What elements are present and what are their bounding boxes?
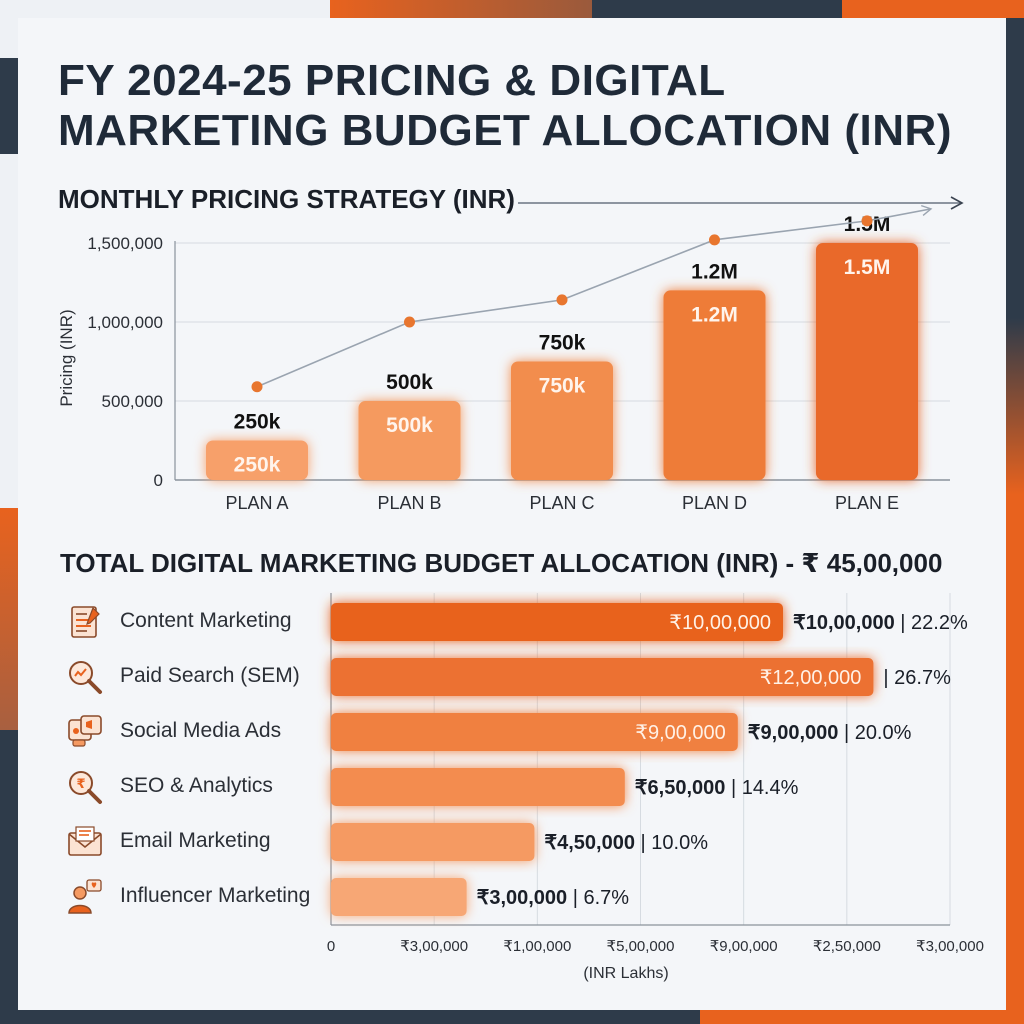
bar-value-label: 500k	[386, 371, 433, 394]
price-bar	[816, 243, 918, 480]
bar-amount: ₹4,50,000	[544, 832, 640, 854]
trend-point	[404, 316, 415, 328]
x-tick-label: ₹5,00,000	[607, 938, 675, 955]
corner-accent-top-orange	[330, 0, 592, 18]
budget-category-label: Content Marketing	[120, 609, 292, 632]
pricing-chart-title: MONTHLY PRICING STRATEGY (INR)	[58, 184, 515, 214]
y-tick-label: 500,000	[102, 392, 163, 411]
price-bar	[511, 361, 613, 480]
trend-point	[861, 215, 873, 227]
influencer-person-icon	[65, 877, 105, 917]
bar-percent: | 14.4%	[731, 777, 799, 799]
bar-value-label: | 26.7%	[883, 667, 951, 689]
x-tick-label: PLAN E	[835, 493, 899, 513]
social-media-icon	[65, 712, 105, 752]
x-tick-label: PLAN D	[682, 493, 747, 513]
bar-value-label: 1.2M	[691, 260, 738, 283]
bar-percent: | 22.2%	[900, 612, 968, 634]
bottom-accent-orange	[700, 1010, 1024, 1024]
rupee-search-icon: ₹	[65, 767, 105, 807]
x-tick-label: ₹2,50,000	[813, 938, 881, 955]
bar-amount: ₹3,00,000	[477, 887, 573, 909]
budget-bar	[331, 823, 535, 861]
side-accent-left-orange	[0, 508, 18, 730]
bar-inner-label: ₹9,00,000	[635, 722, 726, 744]
price-bar	[206, 440, 308, 480]
price-bar	[358, 401, 461, 480]
x-tick-label: PLAN C	[529, 493, 594, 513]
bar-value-label: 750k	[539, 332, 586, 355]
svg-text:₹: ₹	[76, 777, 85, 792]
budget-bar	[331, 713, 738, 751]
corner-accent-top-navy	[592, 0, 842, 18]
bar-amount: ₹6,50,000	[635, 777, 731, 799]
y-tick-label: 1,000,000	[87, 313, 163, 332]
budget-chart-title: TOTAL DIGITAL MARKETING BUDGET ALLOCATIO…	[60, 548, 943, 578]
budget-bar	[331, 768, 625, 806]
bar-amount: ₹9,00,000	[748, 722, 844, 744]
bar-inner-label: ₹10,00,000	[669, 612, 771, 634]
side-accent-right-orange	[1006, 318, 1024, 1024]
bar-percent: | 6.7%	[573, 887, 630, 909]
x-tick-label: PLAN A	[225, 493, 288, 513]
x-tick-label: ₹1,00,000	[503, 938, 571, 955]
budget-category-label: Social Media Ads	[120, 719, 282, 742]
x-axis-label: (INR Lakhs)	[583, 965, 668, 982]
bar-value-label: ₹10,00,000 | 22.2%	[793, 612, 968, 634]
x-tick-label: ₹3,00,000	[916, 938, 984, 955]
email-envelope-icon	[65, 822, 105, 862]
trend-point	[709, 234, 720, 246]
trend-point	[556, 294, 568, 306]
x-tick-label: PLAN B	[377, 493, 441, 513]
bar-inner-label: 500k	[386, 414, 433, 437]
bar-value-label: 250k	[234, 411, 281, 434]
budget-category-label: Paid Search (SEM)	[120, 664, 300, 687]
bar-inner-label: ₹12,00,000	[760, 667, 862, 689]
search-analytics-icon	[65, 657, 105, 697]
bar-inner-label: 750k	[539, 375, 586, 398]
bar-inner-label: 1.2M	[691, 303, 738, 326]
x-tick-label: ₹3,00,000	[400, 938, 468, 955]
budget-bar	[331, 878, 467, 916]
bottom-accent-navy	[0, 1010, 700, 1024]
budget-bar	[331, 603, 783, 641]
y-tick-label: 0	[154, 471, 163, 490]
y-axis-label: Pricing (INR)	[57, 309, 76, 406]
budget-category-label: Influencer Marketing	[120, 884, 311, 907]
bar-value-label: ₹3,00,000 | 6.7%	[477, 887, 630, 909]
budget-category-label: Email Marketing	[120, 829, 271, 852]
bar-inner-label: 1.5M	[844, 256, 891, 279]
trend-line-arrow	[866, 204, 933, 222]
content-document-icon	[65, 602, 105, 642]
x-tick-label: ₹9,00,000	[710, 938, 778, 955]
x-tick-label: 0	[327, 938, 335, 955]
corner-accent-left-navy	[0, 58, 18, 154]
y-tick-label: 1,500,000	[87, 234, 163, 253]
bar-value-label: ₹6,50,000 | 14.4%	[635, 777, 799, 799]
budget-category-label: SEO & Analytics	[120, 774, 273, 797]
bar-percent: | 20.0%	[844, 722, 912, 744]
corner-accent-top-orange-right	[842, 0, 1024, 18]
budget-bar	[331, 658, 874, 696]
bar-percent: | 10.0%	[641, 832, 709, 854]
page-title: FY 2024-25 PRICING & DIGITAL MARKETING B…	[58, 56, 952, 155]
side-accent-right-navy	[1006, 18, 1024, 318]
bar-value-label: ₹4,50,000 | 10.0%	[544, 832, 708, 854]
bar-percent: | 26.7%	[883, 667, 951, 689]
bar-value-label: ₹9,00,000 | 20.0%	[748, 722, 912, 744]
price-bar	[663, 290, 766, 480]
side-accent-left-navy	[0, 730, 18, 1024]
trend-point	[251, 381, 263, 393]
bar-amount: ₹10,00,000	[793, 612, 900, 634]
bar-inner-label: 250k	[234, 454, 281, 477]
